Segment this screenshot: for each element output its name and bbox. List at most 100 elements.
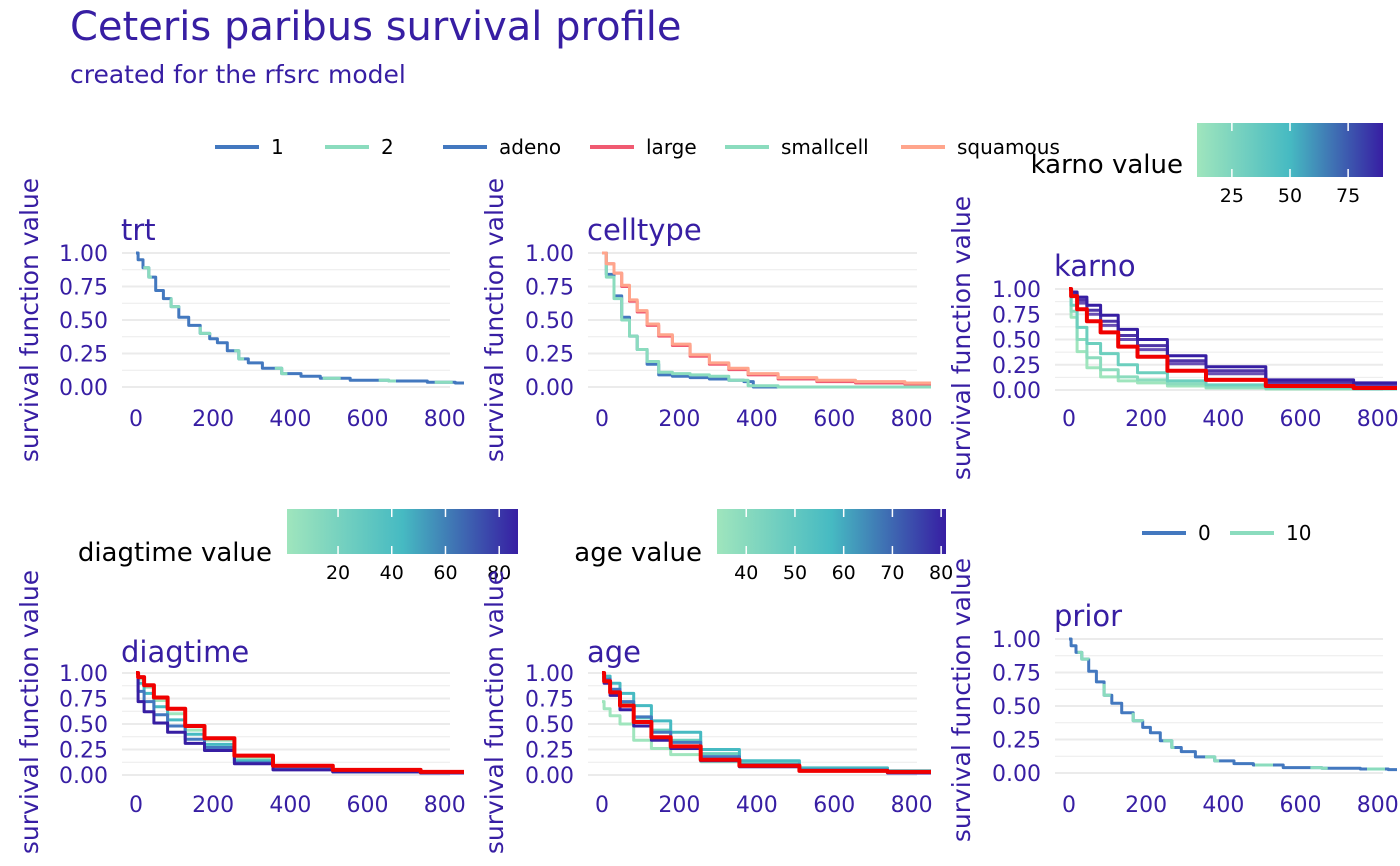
x-tick-label: 200 <box>1125 407 1167 432</box>
x-tick-label: 600 <box>347 793 389 818</box>
x-tick-label: 800 <box>1357 793 1399 818</box>
x-tick-label: 400 <box>269 793 311 818</box>
x-tick-label: 200 <box>658 793 700 818</box>
legend-label: smallcell <box>781 135 869 159</box>
facet-title: celltype <box>587 213 702 247</box>
x-tick-label: 600 <box>813 407 855 432</box>
y-tick-label: 0.50 <box>992 329 1041 354</box>
legend-label: large <box>646 135 697 159</box>
x-tick-label: 200 <box>192 407 234 432</box>
facet-title: trt <box>121 213 156 247</box>
y-tick-label: 1.00 <box>525 242 574 267</box>
colorbar-tick-label: 80 <box>929 562 953 584</box>
series-line-1 <box>136 251 464 385</box>
y-tick-label: 0.25 <box>525 343 574 368</box>
x-tick-label: 800 <box>891 793 933 818</box>
series-line-0 <box>1069 637 1397 772</box>
y-tick-label: 0.00 <box>992 379 1041 404</box>
x-tick-label: 400 <box>736 793 778 818</box>
facet-title: age <box>587 635 641 669</box>
y-axis-label: survival function value <box>15 178 44 462</box>
x-tick-label: 600 <box>1280 407 1322 432</box>
x-tick-label: 0 <box>129 407 143 432</box>
x-tick-label: 600 <box>1280 793 1322 818</box>
colorbar-tick-label: 20 <box>326 562 350 584</box>
x-tick-label: 200 <box>1125 793 1167 818</box>
y-tick-label: 1.00 <box>992 278 1041 303</box>
colorbar-tick-label: 60 <box>832 562 856 584</box>
colorbar-tick-label: 50 <box>1278 185 1302 207</box>
y-tick-label: 1.00 <box>59 662 108 687</box>
panel-trt: 0.00 0.25 0.50 0.75 1.00 0 200 400 600 800 trt surv… <box>15 135 466 462</box>
y-axis-label: survival function value <box>480 178 509 462</box>
facet-title: diagtime <box>121 635 249 669</box>
y-axis-label: survival function value <box>947 196 976 480</box>
y-tick-label: 0.25 <box>59 343 108 368</box>
legend-title: age value <box>574 538 702 568</box>
legend-title: karno value <box>1031 150 1183 180</box>
x-tick-label: 800 <box>891 407 933 432</box>
panel-age: 0.000.250.500.751.00 0 200 400 600 800 age surv… <box>480 509 953 854</box>
y-tick-label: 0.25 <box>992 729 1041 754</box>
x-tick-label: 400 <box>1202 407 1244 432</box>
chart-subtitle: created for the rfsrc model <box>70 60 406 89</box>
x-tick-label: 400 <box>1202 793 1244 818</box>
series-line-observation <box>1069 287 1397 390</box>
x-tick-label: 800 <box>424 407 466 432</box>
legend-label: 2 <box>381 135 394 159</box>
y-axis-label: survival function value <box>480 570 509 854</box>
y-tick-label: 1.00 <box>59 242 108 267</box>
colorbar-tick-label: 80 <box>487 562 511 584</box>
colorbar <box>287 509 518 554</box>
y-axis-label: survival function value <box>947 558 976 842</box>
y-tick-label: 0.50 <box>59 713 108 738</box>
x-tick-label: 0 <box>1062 793 1076 818</box>
y-tick-label: 0.75 <box>992 303 1041 328</box>
panel-celltype: 0.000.250.500.751.000 200 400 600 800celltyp… <box>443 135 1060 462</box>
panel-diagtime: 0.000.250.500.751.00 0 200 400 600 800 diagtim… <box>15 509 518 854</box>
y-tick-label: 0.75 <box>992 662 1041 687</box>
y-tick-label: 0.00 <box>525 764 574 789</box>
legend-label: squamous <box>957 135 1060 159</box>
panel-karno: 0.000.250.500.751.00 0 200 400 600 800 karno su… <box>947 123 1399 480</box>
colorbar-tick-label: 40 <box>380 562 404 584</box>
colorbar-tick-label: 70 <box>880 562 904 584</box>
y-tick-label: 0.75 <box>525 688 574 713</box>
legend-label: 0 <box>1198 521 1211 545</box>
legend-label: 1 <box>271 135 284 159</box>
y-tick-label: 0.00 <box>59 376 108 401</box>
x-tick-label: 200 <box>658 407 700 432</box>
legend-label: adeno <box>499 135 561 159</box>
y-tick-label: 0.50 <box>525 309 574 334</box>
colorbar-tick-label: 60 <box>433 562 457 584</box>
x-tick-label: 0 <box>1062 407 1076 432</box>
series-line-observation <box>602 671 931 774</box>
colorbar-tick-label: 50 <box>783 562 807 584</box>
facet-title: prior <box>1054 599 1122 633</box>
y-tick-label: 0.50 <box>59 309 108 334</box>
y-tick-label: 0.50 <box>525 713 574 738</box>
y-tick-label: 0.00 <box>992 762 1041 787</box>
y-tick-label: 0.00 <box>525 376 574 401</box>
y-tick-label: 0.50 <box>992 695 1041 720</box>
series-line-observation <box>136 671 464 774</box>
x-tick-label: 400 <box>736 407 778 432</box>
x-tick-label: 0 <box>129 793 143 818</box>
x-tick-label: 200 <box>192 793 234 818</box>
panel-prior: 0.00 0.25 0.50 0.75 1.00 0 200 400 600 800 prior su… <box>947 521 1399 842</box>
y-tick-label: 0.75 <box>525 276 574 301</box>
y-tick-label: 0.25 <box>992 354 1041 379</box>
x-tick-label: 0 <box>595 793 609 818</box>
x-tick-label: 800 <box>1357 407 1399 432</box>
y-tick-label: 0.25 <box>525 739 574 764</box>
x-tick-label: 600 <box>813 793 855 818</box>
colorbar-tick-label: 40 <box>734 562 758 584</box>
legend-title: diagtime value <box>78 538 272 568</box>
series-line-smallcell <box>602 251 931 389</box>
y-tick-label: 1.00 <box>992 628 1041 653</box>
y-tick-label: 0.00 <box>59 764 108 789</box>
x-tick-label: 400 <box>269 407 311 432</box>
colorbar <box>1197 123 1383 177</box>
colorbar-tick-label: 75 <box>1336 185 1360 207</box>
